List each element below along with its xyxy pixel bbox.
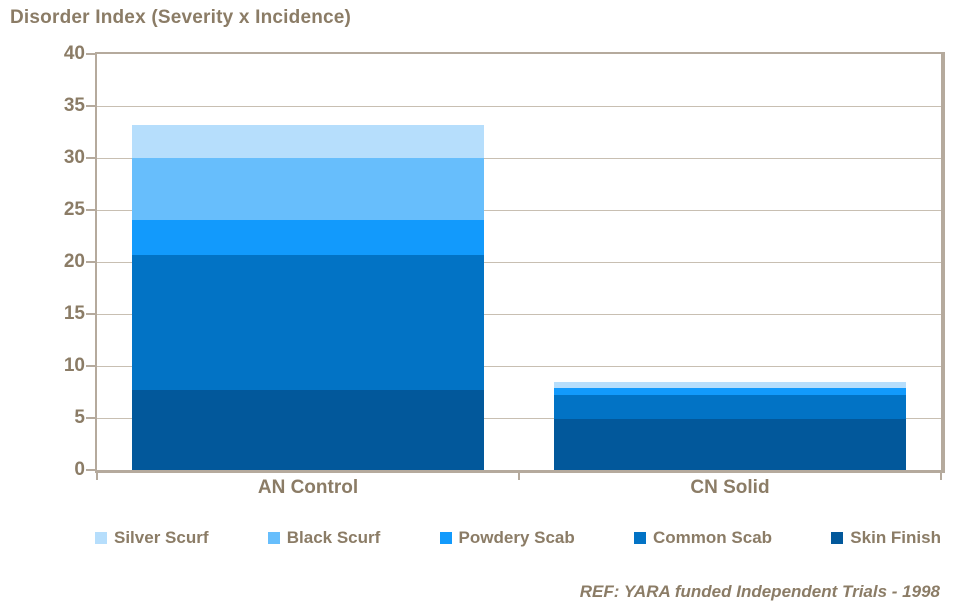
legend-label-powdery-scab: Powdery Scab bbox=[458, 528, 575, 547]
bar-segment-silver-scurf-an-control bbox=[132, 124, 484, 158]
y-axis-label-5: 5 bbox=[74, 407, 85, 428]
y-axis-tick-40 bbox=[86, 53, 95, 55]
legend: Silver Scurf Black Scurf Powdery Scab Commo… bbox=[95, 527, 941, 549]
legend-label-silver-scurf: Silver Scurf bbox=[114, 528, 209, 547]
x-category-label-an-control: AN Control bbox=[257, 477, 359, 498]
gridline-y-35 bbox=[97, 105, 941, 107]
y-axis-label-35: 35 bbox=[63, 95, 85, 116]
y-axis-label-25: 25 bbox=[63, 199, 85, 220]
legend-label-skin-finish: Skin Finish bbox=[850, 528, 941, 547]
y-axis-tick-20 bbox=[86, 261, 95, 263]
bar-segment-common-scab-cn-solid bbox=[554, 395, 906, 420]
y-axis-label-40: 40 bbox=[63, 43, 85, 64]
bar-segment-powdery-scab-an-control bbox=[132, 220, 484, 255]
bar-segment-common-scab-an-control bbox=[132, 254, 484, 390]
legend-item-skin-finish: Skin Finish bbox=[831, 528, 941, 548]
legend-item-common-scab: Common Scab bbox=[634, 528, 772, 548]
y-axis-label-0: 0 bbox=[74, 459, 85, 480]
plot-area bbox=[95, 52, 945, 473]
gridline-y-5 bbox=[97, 417, 941, 419]
chart-title: Disorder Index (Severity x Incidence) bbox=[10, 7, 352, 28]
gridline-y-10 bbox=[97, 365, 941, 367]
y-axis-tick-0 bbox=[86, 469, 95, 471]
y-axis-tick-15 bbox=[86, 313, 95, 315]
bar-segment-skin-finish-an-control bbox=[132, 389, 484, 470]
legend-swatch-skin-finish bbox=[831, 532, 844, 544]
bar-segment-silver-scurf-cn-solid bbox=[554, 381, 906, 388]
y-axis-tick-5 bbox=[86, 417, 95, 419]
x-axis-tick-2 bbox=[940, 471, 942, 480]
legend-swatch-powdery-scab bbox=[439, 532, 452, 544]
y-axis-tick-25 bbox=[86, 209, 95, 211]
legend-item-powdery-scab: Powdery Scab bbox=[439, 528, 575, 548]
y-axis-tick-35 bbox=[86, 105, 95, 107]
y-axis-tick-10 bbox=[86, 365, 95, 367]
legend-label-black-scurf: Black Scurf bbox=[286, 528, 381, 547]
legend-swatch-black-scurf bbox=[267, 532, 280, 544]
gridline-y-30 bbox=[97, 157, 941, 159]
gridline-y-25 bbox=[97, 209, 941, 211]
legend-swatch-common-scab bbox=[634, 532, 647, 544]
y-axis-tick-30 bbox=[86, 157, 95, 159]
y-axis-label-10: 10 bbox=[63, 355, 85, 376]
gridline-y-15 bbox=[97, 313, 941, 315]
x-axis-tick-1 bbox=[518, 471, 520, 480]
gridline-y-20 bbox=[97, 261, 941, 263]
y-axis-label-15: 15 bbox=[63, 303, 85, 324]
x-category-label-cn-solid: CN Solid bbox=[690, 477, 770, 498]
legend-item-black-scurf: Black Scurf bbox=[267, 528, 381, 548]
bar-segment-powdery-scab-cn-solid bbox=[554, 387, 906, 396]
x-axis-tick-0 bbox=[96, 471, 98, 480]
legend-swatch-silver-scurf bbox=[95, 532, 107, 544]
legend-label-common-scab: Common Scab bbox=[653, 528, 773, 547]
legend-item-silver-scurf: Silver Scurf bbox=[95, 528, 209, 548]
y-axis-label-30: 30 bbox=[63, 147, 85, 168]
bar-segment-skin-finish-cn-solid bbox=[554, 419, 906, 470]
bar-segment-black-scurf-an-control bbox=[132, 158, 484, 221]
y-axis-label-20: 20 bbox=[63, 251, 85, 272]
footer-reference-text: REF: YARA funded Independent Trials - 19… bbox=[579, 582, 940, 601]
